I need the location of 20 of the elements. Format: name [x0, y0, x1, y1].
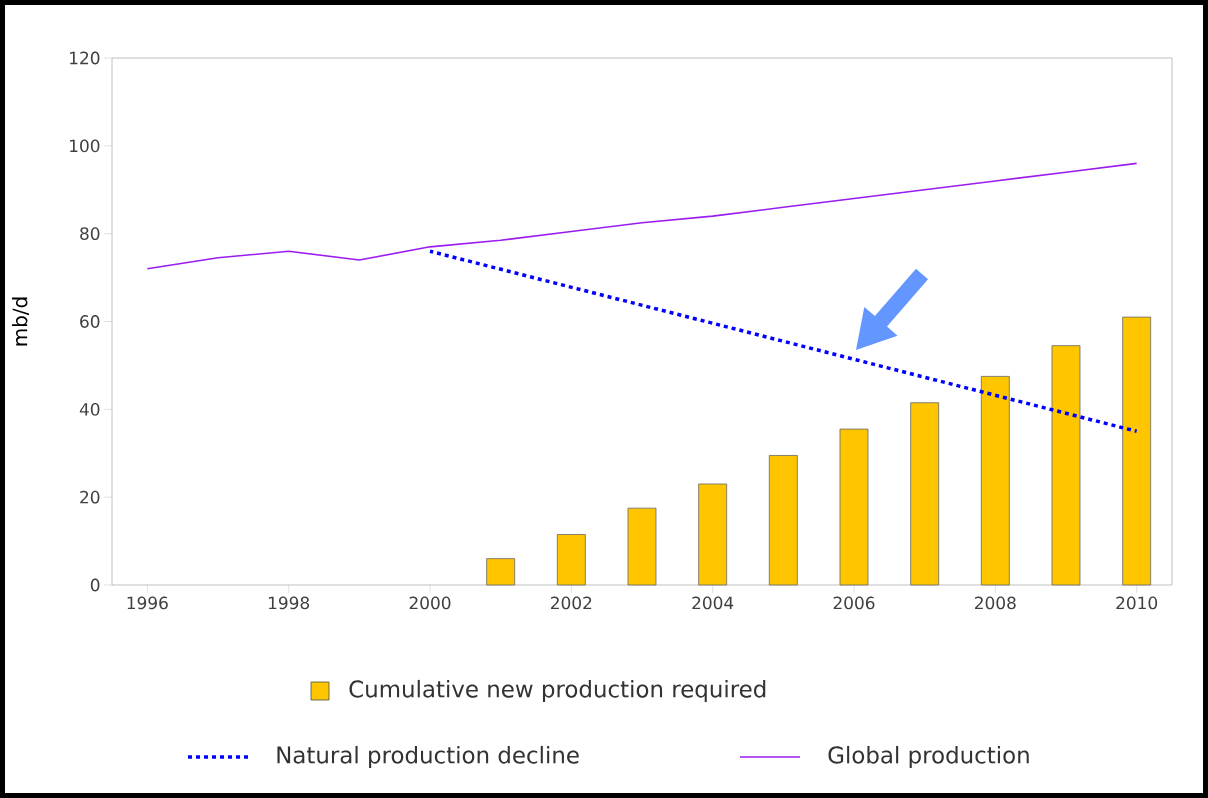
x-tick-label: 2010 — [1116, 596, 1158, 610]
y-tick-label: 60 — [80, 315, 100, 328]
x-tick-label: 2002 — [551, 596, 592, 610]
line-series — [146, 162, 1138, 270]
y-axis-title: mb/d — [12, 297, 29, 346]
y-tick-label: 0 — [90, 578, 100, 592]
y-tick-label: 20 — [80, 490, 100, 504]
x-tick-label: 2008 — [975, 596, 1016, 610]
legend-label: Cumulative new production required — [349, 679, 766, 703]
x-tick-label: 1996 — [127, 596, 168, 610]
y-tick-label: 40 — [79, 402, 100, 416]
x-tick-label: 1998 — [268, 596, 310, 610]
legend-label: Natural production decline — [277, 745, 579, 769]
x-tick-label: 2004 — [692, 596, 734, 610]
x-tick-label: 2000 — [409, 596, 451, 610]
x-tick-label: 2006 — [833, 596, 875, 610]
y-tick-label: 80 — [80, 227, 100, 241]
y-tick-label: 100 — [70, 139, 100, 153]
y-tick-label: 120 — [70, 51, 100, 65]
legend-label: Global production — [828, 745, 1029, 769]
